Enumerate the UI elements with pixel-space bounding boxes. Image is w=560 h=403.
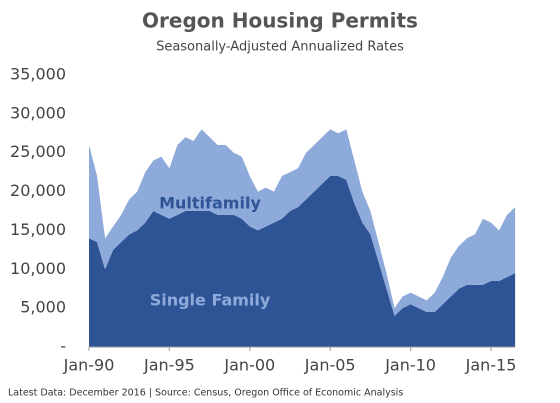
chart-title: Oregon Housing Permits [142,9,418,33]
chart-subtitle: Seasonally-Adjusted Annualized Rates [156,40,404,55]
y-tick-label: 5,000 [20,298,66,317]
x-tick-label: Jan-10 [384,356,436,375]
area-label: Multifamily [159,194,261,213]
area [89,129,516,316]
x-tick-label: Jan-00 [223,356,275,375]
area [89,176,516,347]
x-tick-label: Jan-90 [63,356,115,375]
y-tick-label: 10,000 [10,259,66,278]
y-tick-label: 35,000 [10,65,66,84]
y-tick-label: 15,000 [10,220,66,239]
y-tick-label: 20,000 [10,181,66,200]
x-tick-label: Jan-95 [143,356,195,375]
footnote: Latest Data: December 2016 | Source: Cen… [8,388,403,399]
area-label: Single Family [150,291,271,310]
x-tick-label: Jan-15 [465,356,517,375]
y-tick-label: 25,000 [10,142,66,161]
y-tick-label: - [60,337,66,356]
x-tick-label: Jan-05 [304,356,356,375]
y-tick-label: 30,000 [10,103,66,122]
